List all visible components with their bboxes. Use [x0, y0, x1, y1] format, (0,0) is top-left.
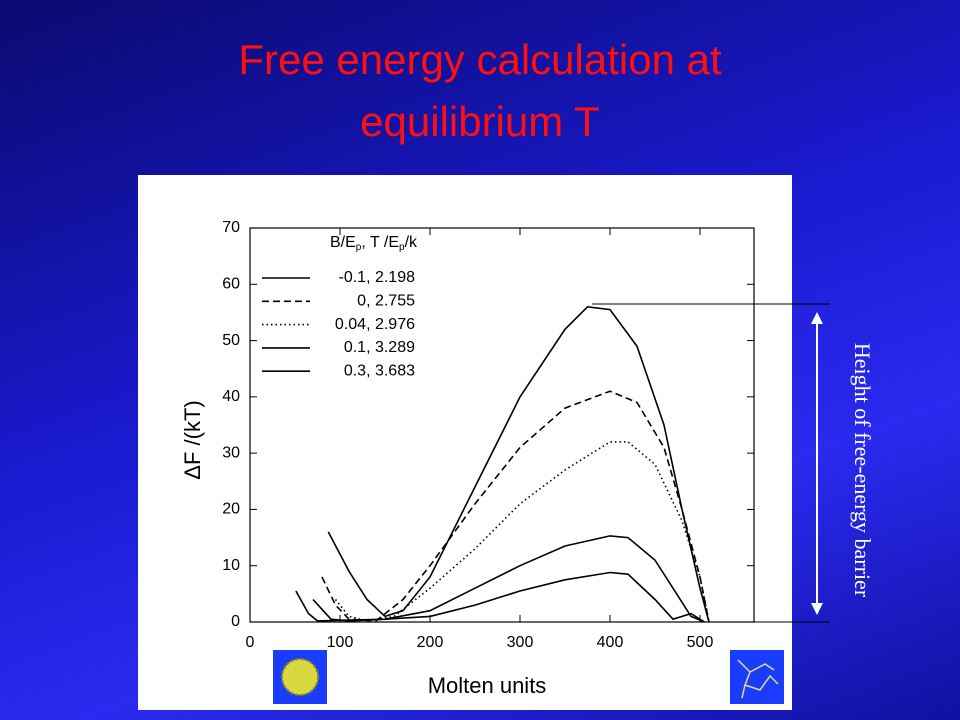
legend-title-part: /k: [405, 234, 418, 251]
extended-icon-chain: [737, 659, 779, 699]
y-tick-label: 10: [222, 557, 240, 574]
y-tick-label: 40: [222, 388, 240, 405]
y-tick-label: 0: [231, 613, 240, 630]
x-tick-label: 0: [246, 634, 255, 651]
chart-panel: [138, 175, 792, 710]
y-tick-label: 60: [222, 276, 240, 293]
extended-icon: [730, 650, 784, 704]
legend-title-part: B/E: [330, 234, 356, 251]
y-tick-label: 50: [222, 332, 240, 349]
y-tick-label: 20: [222, 501, 240, 518]
legend-label: 0, 2.755: [357, 293, 415, 310]
legend-title-part: , T /E: [361, 234, 399, 251]
barrier-annotation: Height of free-energy barrier: [850, 343, 875, 598]
x-tick-label: 400: [597, 634, 624, 651]
legend-label: 0.3, 3.683: [344, 362, 415, 379]
legend-title: B/Ep, T /Ep/k: [330, 234, 418, 252]
title-line-2: equilibrium T: [360, 98, 600, 145]
plot-frame: [249, 227, 755, 623]
legend-title-sub: p: [356, 242, 362, 253]
legend-title-sub: p: [399, 242, 405, 253]
x-tick-label: 300: [507, 634, 534, 651]
x-tick-label: 100: [327, 634, 354, 651]
title-line-1: Free energy calculation at: [238, 36, 722, 83]
series-line: [295, 571, 705, 623]
legend-label: 0.04, 2.976: [335, 316, 415, 333]
y-tick-label: 70: [222, 219, 240, 236]
y-axis-label: ΔF /(kT): [180, 400, 205, 479]
x-tick-label: 200: [417, 634, 444, 651]
compact-icon-blob: [281, 658, 319, 696]
legend-label: 0.1, 3.289: [344, 339, 415, 356]
legend-label: -0.1, 2.198: [339, 269, 416, 286]
series-line: [327, 305, 710, 623]
y-tick-label: 30: [222, 444, 240, 461]
x-tick-label: 500: [687, 634, 714, 651]
series-line: [334, 441, 710, 623]
x-axis-label: Molten units: [428, 673, 547, 698]
